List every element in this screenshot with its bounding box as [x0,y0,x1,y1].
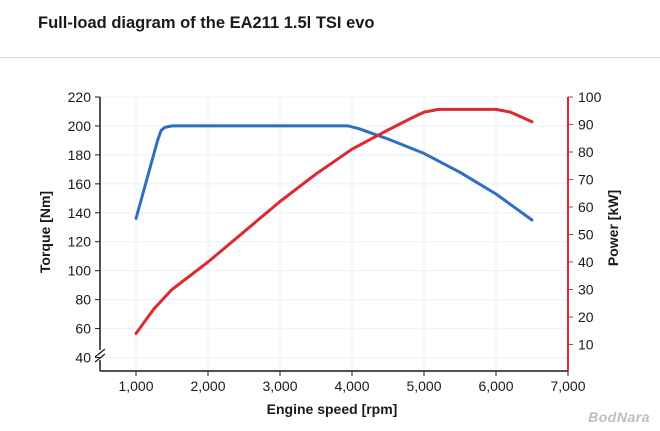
x-tick-label: 5,000 [406,378,441,394]
y-axis-left-label: Torque [Nm] [37,191,53,273]
x-tick-label: 7,000 [550,378,585,394]
chart-title: Full-load diagram of the EA211 1.5l TSI … [38,14,375,32]
y-left-tick-label: 40 [75,350,91,366]
y-left-tick-label: 60 [75,321,91,337]
x-axis-label: Engine speed [rpm] [267,401,398,417]
grid [100,96,569,371]
y-left-tick-label: 120 [68,234,92,250]
power-series-line [134,107,534,335]
y-left-tick-label: 220 [68,89,92,105]
y-right-tick-label: 100 [578,89,602,105]
axis-break-mark [94,348,106,358]
y-axis-right-label: Power [kW] [605,190,621,266]
x-tick-label: 3,000 [262,378,297,394]
y-left-tick-label: 180 [68,147,92,163]
x-tick-label: 4,000 [334,378,369,394]
x-tick-label: 6,000 [478,378,513,394]
y-right-tick-label: 20 [578,309,594,325]
y-right-tick-label: 80 [578,144,594,160]
watermark-logo: BodNara [588,409,650,425]
y-left-tick-label: 100 [68,263,92,279]
y-right-tick-label: 90 [578,117,594,133]
y-right-tick-label: 60 [578,199,594,215]
y-right-tick-label: 70 [578,172,594,188]
y-left-tick-label: 80 [75,292,91,308]
y-right-tick-label: 30 [578,282,594,298]
x-tick-label: 1,000 [118,378,153,394]
torque-series-line [134,124,534,222]
y-right-tick-label: 10 [578,337,594,353]
series-layer [134,107,534,335]
title-divider [0,57,660,58]
tick-labels: 40 60 80 100 120 140 160 180 200 220 10 20 30 40 50 60 7… [68,89,602,394]
axes [94,96,573,376]
y-left-tick-label: 140 [68,205,92,221]
y-right-tick-label: 40 [578,254,594,270]
y-left-tick-label: 200 [68,118,92,134]
x-tick-label: 2,000 [190,378,225,394]
y-left-tick-label: 160 [68,176,92,192]
y-right-tick-label: 50 [578,227,594,243]
